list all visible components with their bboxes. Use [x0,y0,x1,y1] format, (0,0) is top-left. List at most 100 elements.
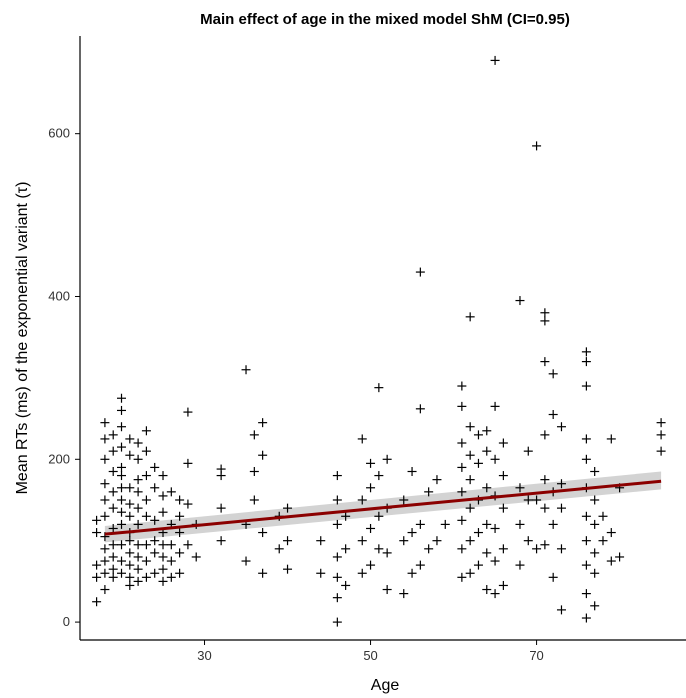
x-tick-label: 50 [363,648,377,663]
chart-title: Main effect of age in the mixed model Sh… [200,11,570,28]
data-point [581,560,591,570]
data-point [498,471,508,481]
data-point [615,552,625,562]
data-point [216,536,226,546]
data-point [191,552,201,562]
data-point [283,564,293,574]
data-point [117,442,127,452]
data-point [341,580,351,590]
data-point [166,572,176,582]
data-point [548,519,558,529]
data-point [150,536,160,546]
data-point [374,383,384,393]
data-point [357,434,367,444]
data-point [332,593,342,603]
data-point [158,564,168,574]
data-point [125,483,135,493]
data-point [175,511,185,521]
data-point [465,568,475,578]
data-point [100,418,110,428]
data-point [440,519,450,529]
data-point [274,544,284,554]
data-point [581,511,591,521]
data-point [332,495,342,505]
fit-line-layer [104,479,662,536]
data-point [175,568,185,578]
data-point [581,434,591,444]
y-tick-label: 0 [63,614,70,629]
data-point [548,410,558,420]
data-point [357,495,367,505]
data-point [283,536,293,546]
data-point [581,454,591,464]
y-axis-label: Mean RTs (ms) of the exponential variant… [14,182,31,495]
data-point [183,458,193,468]
data-point [656,418,666,428]
data-point [366,483,376,493]
data-point [606,434,616,444]
data-point [117,556,127,566]
data-point [465,503,475,513]
data-point [332,552,342,562]
data-point [133,564,143,574]
data-point [183,407,193,417]
data-point [482,483,492,493]
data-point [150,462,160,472]
data-point [125,434,135,444]
data-point [117,519,127,529]
data-point [556,503,566,513]
data-point [92,597,102,607]
data-point [473,458,483,468]
data-point [656,430,666,440]
data-point [141,511,151,521]
x-tick-label: 30 [197,648,211,663]
data-point [490,589,500,599]
data-point [166,540,176,550]
data-point [92,528,102,538]
data-point [249,430,259,440]
data-point [133,540,143,550]
data-point [125,450,135,460]
data-point [581,613,591,623]
data-point [532,544,542,554]
data-point [158,471,168,481]
data-point [158,507,168,517]
data-point [108,487,118,497]
data-point [117,462,127,472]
data-point [166,556,176,566]
data-point [216,464,226,474]
data-point [457,544,467,554]
data-point [490,55,500,65]
data-point [117,422,127,432]
data-point [465,475,475,485]
data-point [133,552,143,562]
data-point [465,536,475,546]
data-point [183,499,193,509]
data-point [490,556,500,566]
data-point [540,430,550,440]
data-point [100,585,110,595]
data-point [482,548,492,558]
data-point [498,438,508,448]
data-point [117,568,127,578]
data-point [482,426,492,436]
data-point [133,503,143,513]
data-point [457,515,467,525]
data-point [175,548,185,558]
data-point [216,503,226,513]
data-point [374,544,384,554]
data-point [141,572,151,582]
data-point [117,483,127,493]
data-point [183,540,193,550]
data-point [249,495,259,505]
data-point [548,369,558,379]
data-point [125,548,135,558]
data-point [540,540,550,550]
data-point [424,544,434,554]
data-point [141,540,151,550]
y-tick-label: 600 [48,126,70,141]
data-point [581,536,591,546]
data-point [158,540,168,550]
x-axis-ticks: 30 50 70 [197,640,544,663]
data-point [457,381,467,391]
